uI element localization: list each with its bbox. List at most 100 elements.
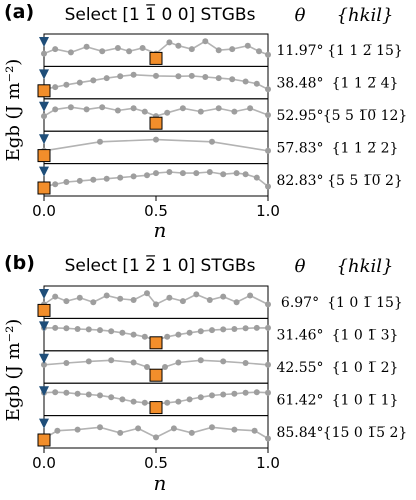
data-point xyxy=(179,298,186,305)
panel-b-ylabel: Egb (J m⁻²) xyxy=(3,319,24,422)
triangle-marker xyxy=(39,321,49,332)
triangle-marker xyxy=(39,134,49,145)
square-marker xyxy=(37,181,51,195)
square-marker xyxy=(149,51,163,65)
data-point xyxy=(265,112,271,118)
data-point xyxy=(117,429,124,436)
data-point xyxy=(220,326,227,333)
data-point xyxy=(52,106,59,113)
panel-a-ylabel: Egb (J m⁻²) xyxy=(3,59,24,162)
data-point xyxy=(52,181,59,188)
data-point xyxy=(117,295,124,302)
panel-b-theta-header: θ xyxy=(295,256,306,277)
hkil-label: {1 1 2̅ 2} xyxy=(332,140,399,156)
data-point xyxy=(52,84,59,91)
data-point xyxy=(188,429,195,436)
data-point xyxy=(265,147,271,154)
data-point xyxy=(85,391,92,398)
data-point xyxy=(130,105,137,112)
data-point xyxy=(103,175,110,182)
data-point xyxy=(117,73,124,80)
data-point xyxy=(242,78,249,85)
theta-label: 52.95° xyxy=(276,108,323,124)
data-point xyxy=(164,333,171,340)
data-point xyxy=(231,426,238,433)
data-point xyxy=(253,80,260,87)
data-point xyxy=(233,299,240,306)
panel-a-theta-header: θ xyxy=(295,5,306,26)
data-point xyxy=(54,427,61,434)
data-point xyxy=(52,46,59,53)
hkil-label: {1 0 1̅ 2} xyxy=(332,360,399,376)
data-point xyxy=(52,324,59,331)
data-point xyxy=(253,174,260,181)
data-point xyxy=(209,424,215,431)
triangle-marker xyxy=(39,37,49,47)
data-point xyxy=(130,331,137,338)
square-marker xyxy=(149,336,163,350)
theta-label: 38.48° xyxy=(276,76,323,92)
data-point xyxy=(215,105,222,112)
triangle-marker xyxy=(39,386,49,397)
data-point xyxy=(209,327,215,334)
data-point xyxy=(85,358,92,365)
data-point xyxy=(166,294,173,301)
data-point xyxy=(76,177,83,184)
data-point xyxy=(179,170,186,177)
data-point xyxy=(130,71,137,78)
data-point xyxy=(162,364,168,370)
data-point xyxy=(41,361,47,368)
data-point xyxy=(197,357,204,364)
data-point xyxy=(139,45,146,51)
data-point xyxy=(52,293,59,300)
data-point xyxy=(215,75,222,82)
data-point xyxy=(265,361,271,368)
data-point xyxy=(175,398,182,405)
square-marker xyxy=(37,433,51,447)
data-point xyxy=(175,42,182,49)
data-point xyxy=(141,399,148,406)
series-line-a3 xyxy=(43,106,269,117)
data-point xyxy=(175,359,182,366)
hkil-label: {5 5 1̅0̅ 12} xyxy=(323,108,408,124)
square-marker xyxy=(37,303,51,317)
data-point xyxy=(247,292,254,299)
theta-label: 82.83° xyxy=(276,173,323,189)
data-point xyxy=(233,170,240,177)
data-point xyxy=(202,74,209,80)
data-point xyxy=(175,73,182,80)
data-point xyxy=(130,359,137,366)
hkil-label: {1 1 2̅ 15} xyxy=(327,43,403,59)
data-point xyxy=(231,390,238,397)
data-point xyxy=(90,77,97,84)
data-point xyxy=(144,290,150,297)
triangle-marker xyxy=(39,69,49,80)
data-point xyxy=(253,324,260,331)
data-point xyxy=(202,38,209,45)
data-point xyxy=(63,389,70,396)
panel-a-hkil-header: {hkil} xyxy=(337,5,394,26)
square-marker xyxy=(149,401,163,415)
data-point xyxy=(63,81,70,88)
data-point xyxy=(108,357,115,364)
panel-a-row-4-frame xyxy=(43,130,269,165)
data-point xyxy=(220,293,227,300)
data-point xyxy=(206,297,213,303)
data-point xyxy=(85,326,92,333)
data-point xyxy=(63,179,70,185)
theta-label: 6.97° xyxy=(281,295,319,311)
data-point xyxy=(242,389,249,396)
data-point xyxy=(170,425,177,432)
panel-label-b: (b) xyxy=(4,252,35,274)
data-point xyxy=(153,301,159,308)
data-point xyxy=(220,391,227,398)
data-point xyxy=(90,176,97,183)
hkil-label: {1 1 2̅ 4} xyxy=(332,76,399,92)
data-point xyxy=(186,329,193,336)
theta-label: 61.42° xyxy=(276,392,323,408)
data-point xyxy=(74,326,81,332)
panel-a-title: Select [1 1̅ 0 0] STGBs xyxy=(65,3,256,25)
data-point xyxy=(108,394,115,401)
data-point xyxy=(41,50,47,57)
